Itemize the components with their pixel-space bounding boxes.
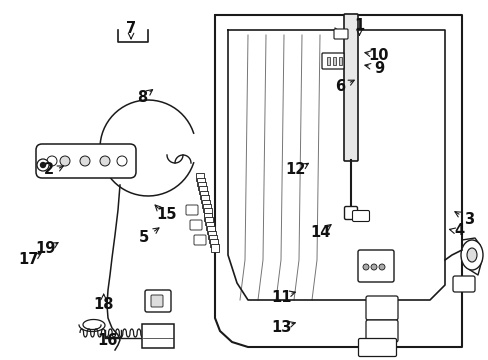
- Text: 5: 5: [139, 230, 149, 245]
- Bar: [205, 217, 213, 225]
- Text: 7: 7: [126, 21, 136, 36]
- FancyBboxPatch shape: [343, 14, 357, 161]
- Text: 18: 18: [93, 297, 114, 312]
- Circle shape: [41, 162, 45, 167]
- FancyBboxPatch shape: [332, 57, 335, 65]
- Text: 6: 6: [334, 79, 344, 94]
- Bar: [208, 235, 216, 243]
- Bar: [199, 186, 206, 194]
- Ellipse shape: [80, 156, 90, 166]
- FancyBboxPatch shape: [190, 220, 202, 230]
- FancyBboxPatch shape: [145, 290, 171, 312]
- Circle shape: [37, 159, 49, 171]
- FancyBboxPatch shape: [352, 211, 369, 221]
- FancyBboxPatch shape: [151, 295, 163, 307]
- FancyBboxPatch shape: [333, 29, 347, 39]
- Bar: [206, 222, 214, 230]
- Circle shape: [378, 264, 384, 270]
- Text: 8: 8: [137, 90, 146, 105]
- Text: 10: 10: [368, 48, 388, 63]
- Text: 11: 11: [270, 289, 291, 305]
- Ellipse shape: [466, 248, 476, 262]
- Text: 2: 2: [44, 162, 54, 177]
- Text: 19: 19: [35, 241, 56, 256]
- Text: 13: 13: [270, 320, 291, 335]
- FancyBboxPatch shape: [365, 296, 397, 320]
- Bar: [204, 213, 212, 221]
- Bar: [196, 173, 204, 181]
- Bar: [202, 204, 210, 212]
- Bar: [202, 200, 209, 208]
- Text: 3: 3: [464, 212, 473, 227]
- Text: 17: 17: [18, 252, 39, 267]
- Circle shape: [117, 156, 127, 166]
- Circle shape: [362, 264, 368, 270]
- FancyBboxPatch shape: [142, 324, 174, 348]
- Text: 15: 15: [156, 207, 176, 222]
- Bar: [198, 182, 206, 190]
- Bar: [209, 239, 217, 247]
- Bar: [207, 230, 216, 239]
- Text: 9: 9: [373, 61, 383, 76]
- FancyBboxPatch shape: [357, 250, 393, 282]
- FancyBboxPatch shape: [326, 57, 329, 65]
- Bar: [206, 226, 215, 234]
- FancyBboxPatch shape: [338, 57, 341, 65]
- Ellipse shape: [60, 156, 70, 166]
- Text: 4: 4: [454, 223, 464, 238]
- FancyBboxPatch shape: [185, 205, 198, 215]
- Circle shape: [47, 156, 57, 166]
- Bar: [203, 208, 211, 216]
- FancyBboxPatch shape: [365, 320, 397, 342]
- Text: 16: 16: [97, 333, 118, 348]
- FancyBboxPatch shape: [452, 276, 474, 292]
- Text: 12: 12: [285, 162, 305, 177]
- Bar: [210, 244, 218, 252]
- Circle shape: [370, 264, 376, 270]
- Bar: [197, 177, 205, 186]
- FancyBboxPatch shape: [344, 207, 357, 220]
- Bar: [201, 195, 208, 203]
- Text: 14: 14: [309, 225, 330, 240]
- Bar: [200, 191, 207, 199]
- Ellipse shape: [460, 240, 482, 270]
- FancyBboxPatch shape: [194, 235, 205, 245]
- FancyBboxPatch shape: [36, 144, 136, 178]
- Ellipse shape: [100, 156, 110, 166]
- Text: 1: 1: [354, 18, 364, 33]
- FancyBboxPatch shape: [321, 53, 343, 69]
- FancyBboxPatch shape: [358, 338, 396, 356]
